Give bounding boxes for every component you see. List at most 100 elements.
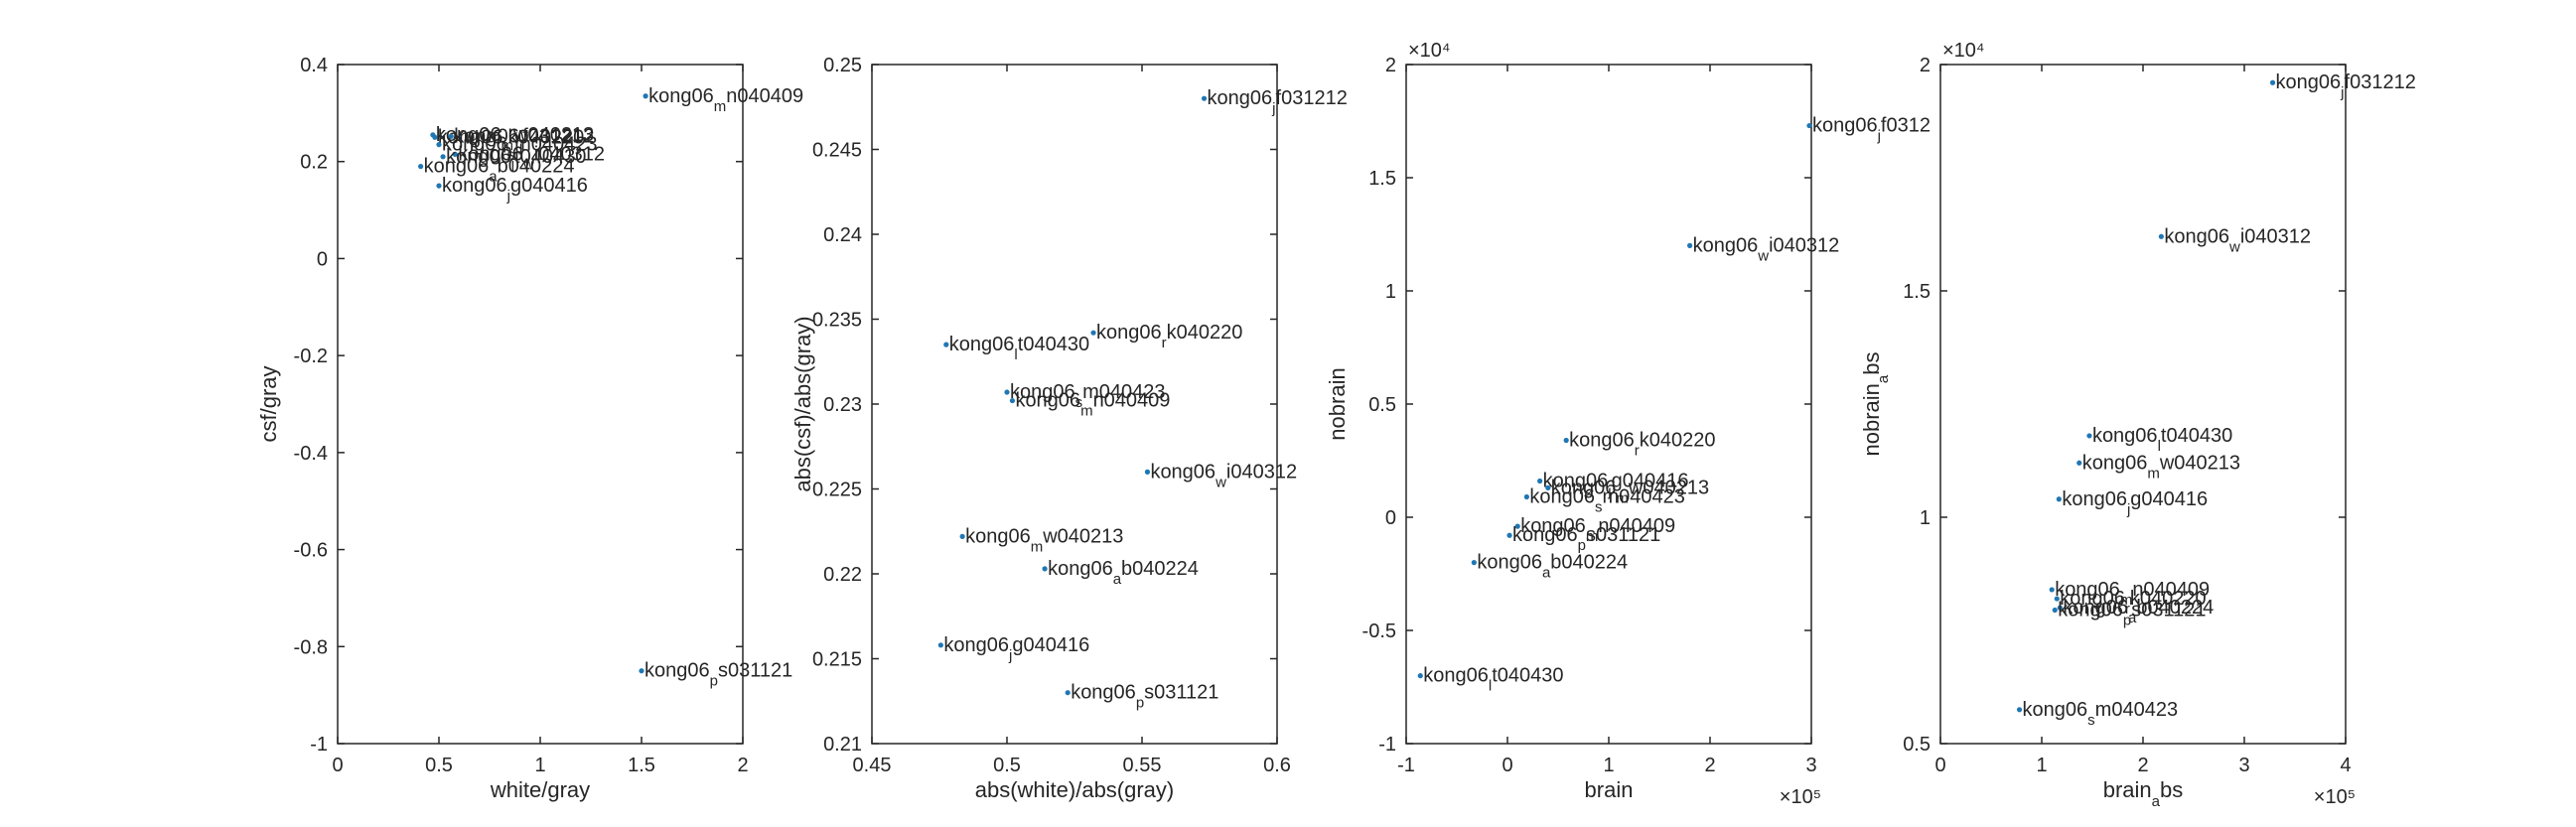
x-tick-label: 1 (1603, 755, 1614, 776)
data-point (643, 93, 648, 99)
point-label: kong06sm040423 (1010, 381, 1166, 411)
y-axis-label: nobrain (1325, 367, 1350, 440)
point-label: kong06lt040430 (949, 334, 1089, 363)
y-tick-label: -0.6 (294, 540, 328, 562)
point-label: kong06ps031121 (644, 660, 792, 690)
data-point (1201, 95, 1208, 101)
data-point (1523, 493, 1529, 500)
point-label: kong06mw040213 (1551, 477, 1709, 506)
data-point (1004, 389, 1010, 395)
data-point (436, 183, 442, 189)
data-point (440, 154, 446, 160)
point-label: kong06mn040409 (2055, 579, 2210, 609)
y-axis-label: nobrainabs (1859, 352, 1892, 457)
y-tick-label: 0.235 (812, 310, 862, 332)
y-tick-label: -1 (310, 734, 328, 756)
point-label: kong06jg040416 (442, 175, 588, 205)
chart-panel-2: 0.45 0.5 0.55 0.6 0.21 0.215 0.22 0.225 0.23 0.23… (790, 55, 1348, 802)
data-point (2056, 496, 2062, 502)
data-point (1687, 242, 1693, 248)
x-tick-label: 0 (332, 755, 343, 776)
x-tick-label: 0 (1502, 755, 1512, 776)
y-tick-label: 0.2 (300, 152, 328, 174)
y-tick-label: 0.21 (823, 734, 862, 756)
plot-area (1939, 64, 2347, 745)
point-label: kong06wi040312 (2164, 225, 2311, 255)
y-tick-label: -1 (1378, 734, 1396, 756)
point-label: kong06jg040416 (1543, 471, 1689, 500)
data-point (1514, 523, 1520, 529)
data-point (1471, 560, 1477, 566)
y-axis-label: abs(csf)/abs(gray) (790, 316, 815, 491)
x-tick-label: 0 (1934, 755, 1945, 776)
point-label: kong06mn040409 (1520, 515, 1675, 545)
y-tick-label: 1 (1920, 507, 1931, 529)
point-label: kong06mn040409 (1015, 390, 1170, 420)
y-exponent-label: ×10⁴ (1408, 40, 1451, 62)
y-tick-label: 0.215 (812, 649, 862, 671)
data-point (2016, 707, 2023, 713)
point-label: kong06jf031212 (1208, 87, 1348, 117)
point-label: kong06lt040430 (2092, 425, 2232, 455)
data-point (1009, 397, 1016, 404)
x-exponent-label: ×10⁵ (2314, 786, 2356, 808)
data-point (1506, 532, 1512, 538)
point-label: kong06jf031212 (2276, 71, 2416, 101)
data-point (2076, 460, 2082, 466)
point-label: kong06ab040224 (1048, 558, 1199, 588)
x-axis-label: brain (1585, 777, 1634, 802)
point-label: kong06mw040213 (436, 124, 594, 154)
y-tick-label: -0.2 (294, 345, 328, 367)
point-label: kong06ab040224 (2063, 597, 2214, 626)
y-tick-label: 0.225 (812, 480, 862, 501)
point-label: kong06ps031121 (1512, 524, 1660, 554)
data-point (1806, 122, 1812, 129)
point-label: kong06mw040213 (965, 525, 1123, 555)
point-label: kong06ps031121 (2058, 599, 2206, 628)
chart-panel-4: 0 1 2 3 4 0.5 1 1.5 2 ×10⁴ ×10⁵ brainabs nobrainabs k… (1859, 40, 2416, 810)
y-tick-label: 0.23 (823, 394, 862, 416)
point-label: kong06sm040423 (442, 134, 598, 164)
y-tick-label: 2 (1920, 55, 1931, 76)
point-label: kong06jf0312 (1812, 115, 1931, 145)
data-point (2158, 233, 2164, 239)
y-tick-label: 0.5 (1368, 394, 1396, 416)
x-tick-label: 0.5 (993, 755, 1021, 776)
x-tick-label: -1 (1397, 755, 1415, 776)
y-axis-label: csf/gray (256, 365, 281, 442)
y-tick-label: 0.4 (300, 55, 328, 76)
point-label: kong06sm040423 (2023, 699, 2179, 729)
data-point (1417, 673, 1423, 679)
y-tick-label: 0.24 (823, 224, 862, 246)
point-label: kong06rk040220 (438, 126, 584, 156)
data-point (1537, 478, 1543, 484)
point-label: kong06rk040220 (1096, 322, 1242, 351)
data-point (943, 342, 949, 347)
y-tick-label: 0.245 (812, 140, 862, 162)
data-point (639, 668, 644, 674)
y-tick-label: -0.4 (294, 443, 328, 465)
x-tick-label: 0.45 (853, 755, 892, 776)
x-tick-label: 1.5 (628, 755, 655, 776)
data-point (1563, 437, 1569, 444)
x-axis-label: white/gray (490, 777, 590, 802)
x-tick-label: 2 (1704, 755, 1715, 776)
point-label: kong06jg040416 (2062, 488, 2208, 518)
data-point (2054, 596, 2060, 602)
x-tick-label: 3 (2238, 755, 2249, 776)
point-label: kong06mn040409 (648, 85, 803, 115)
point-label: kong06jf031212 (454, 125, 594, 155)
data-point (959, 533, 965, 539)
x-tick-label: 1 (534, 755, 545, 776)
x-axis-label: abs(white)/abs(gray) (975, 777, 1175, 802)
point-label: kong06wi040312 (1693, 234, 1840, 264)
plot-area (1405, 64, 1812, 745)
point-label: kong06ab040224 (424, 156, 575, 186)
point-label: kong06wi040312 (458, 143, 605, 173)
data-point (1545, 484, 1551, 490)
y-tick-label: 1 (1385, 281, 1396, 303)
point-label: kong06lt040430 (446, 146, 586, 176)
x-axis-label: brainabs (2103, 777, 2184, 810)
data-point (1042, 566, 1048, 572)
